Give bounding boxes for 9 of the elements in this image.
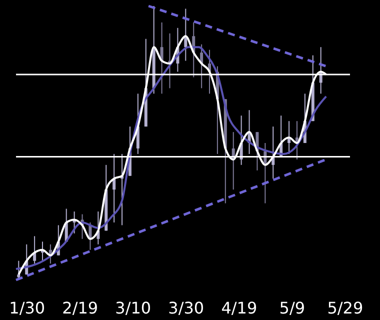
candlestick <box>160 22 164 94</box>
candlestick <box>17 260 20 280</box>
x-tick-label: 2/19 <box>62 298 98 318</box>
x-tick-label: 3/10 <box>115 298 152 318</box>
x-tick-label: 5/29 <box>327 298 364 318</box>
x-tick-label: 4/19 <box>221 298 258 318</box>
x-tick-label: 5/9 <box>279 298 306 318</box>
x-tick-label: 1/30 <box>9 298 46 318</box>
x-tick-label: 3/30 <box>168 298 204 318</box>
